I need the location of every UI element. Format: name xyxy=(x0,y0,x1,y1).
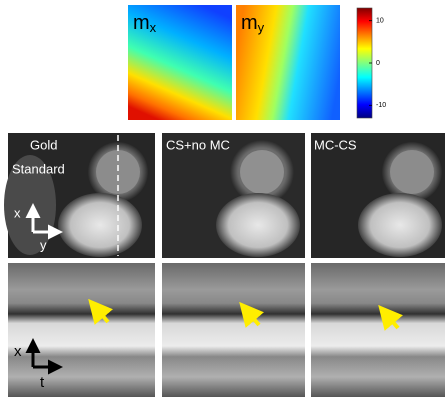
axis-label: x xyxy=(14,343,22,360)
panel-label: CS+no MC xyxy=(166,137,230,152)
panel-label: MC-CS xyxy=(314,137,357,152)
colorbar-tick-label: 0 xyxy=(376,60,380,67)
panel-label: Gold xyxy=(30,137,57,152)
colorbar-tick-label: 10 xyxy=(376,18,384,25)
xt-row xyxy=(8,263,445,397)
axis-label: y xyxy=(40,237,47,252)
axis-label: x xyxy=(14,205,21,220)
figure: mx my 100-10 Gold Standard CS+no MC MC-C… xyxy=(0,0,445,397)
panel-label: Standard xyxy=(12,161,65,176)
colorbar-tick-label: -10 xyxy=(376,102,386,109)
